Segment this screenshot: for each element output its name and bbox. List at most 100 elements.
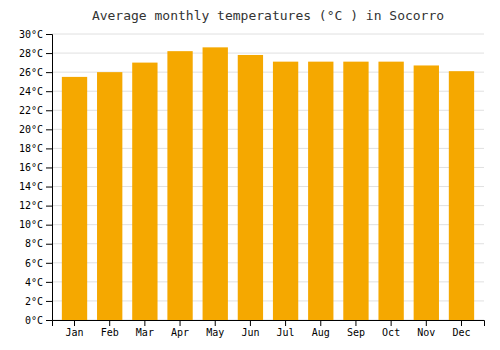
- x-tick: May: [206, 320, 224, 338]
- tick-mark: [461, 320, 462, 326]
- x-axis: JanFebMarAprMayJunJulAugSepOctNovDec: [53, 320, 485, 338]
- tick-label: 2°C: [25, 296, 43, 307]
- tick-label: 24°C: [19, 86, 43, 97]
- y-tick: 24°C: [19, 86, 52, 97]
- bar: [308, 62, 333, 320]
- tick-label: Aug: [312, 327, 330, 338]
- tick-label: Apr: [171, 327, 189, 338]
- tick-label: 18°C: [19, 143, 43, 154]
- tick-mark: [74, 320, 75, 326]
- tick-mark: [46, 91, 52, 92]
- axis-domain: [46, 35, 53, 321]
- tick-mark: [46, 129, 52, 130]
- tick-mark: [355, 320, 356, 326]
- x-tick: Mar: [136, 320, 154, 338]
- bar: [449, 71, 474, 320]
- y-tick: 0°C: [25, 315, 52, 326]
- tick-mark: [250, 320, 251, 326]
- tick-label: Dec: [452, 327, 470, 338]
- bar: [167, 51, 192, 320]
- bar: [414, 65, 439, 320]
- y-tick: 8°C: [25, 238, 52, 249]
- tick-mark: [391, 320, 392, 326]
- x-tick: Jun: [241, 320, 259, 338]
- tick-label: 20°C: [19, 124, 43, 135]
- bar: [62, 77, 87, 320]
- tick-label: 16°C: [19, 162, 43, 173]
- tick-mark: [46, 72, 52, 73]
- y-tick: 30°C: [19, 29, 52, 40]
- tick-label: 12°C: [19, 200, 43, 211]
- tick-label: 4°C: [25, 277, 43, 288]
- x-tick: Aug: [312, 320, 330, 338]
- tick-mark: [144, 320, 145, 326]
- tick-mark: [285, 320, 286, 326]
- bar: [203, 47, 228, 320]
- chart-svg: 0°C 2°C 4°C 6°C 8°C 10°C 12°C 14°C 16°C 18°C 20°C 2…: [0, 0, 500, 350]
- tick-mark: [46, 320, 52, 321]
- grid-line: [52, 53, 484, 54]
- tick-label: 22°C: [19, 105, 43, 116]
- tick-label: Oct: [382, 327, 400, 338]
- bar: [343, 62, 368, 320]
- tick-label: 10°C: [19, 219, 43, 230]
- tick-mark: [46, 110, 52, 111]
- tick-label: 28°C: [19, 48, 43, 59]
- tick-mark: [215, 320, 216, 326]
- x-tick: Feb: [101, 320, 119, 338]
- tick-label: 8°C: [25, 238, 43, 249]
- y-tick: 12°C: [19, 200, 52, 211]
- tick-mark: [46, 244, 52, 245]
- y-tick: 14°C: [19, 181, 52, 192]
- tick-label: Jul: [277, 327, 295, 338]
- tick-mark: [46, 225, 52, 226]
- tick-label: Jun: [241, 327, 259, 338]
- axis-domain: [53, 321, 485, 327]
- y-tick: 6°C: [25, 258, 52, 269]
- tick-label: Sep: [347, 327, 365, 338]
- x-tick: Dec: [452, 320, 470, 338]
- y-tick: 22°C: [19, 105, 52, 116]
- tick-mark: [109, 320, 110, 326]
- bar: [273, 62, 298, 320]
- y-tick: 26°C: [19, 67, 52, 78]
- tick-mark: [320, 320, 321, 326]
- grid: [52, 34, 484, 320]
- tick-mark: [426, 320, 427, 326]
- tick-label: May: [206, 327, 224, 338]
- bar: [132, 63, 157, 320]
- y-tick: 20°C: [19, 124, 52, 135]
- y-tick: 16°C: [19, 162, 52, 173]
- tick-label: 0°C: [25, 315, 43, 326]
- x-tick: Apr: [171, 320, 189, 338]
- tick-label: 26°C: [19, 67, 43, 78]
- y-tick: 10°C: [19, 219, 52, 230]
- x-tick: Jul: [277, 320, 295, 338]
- x-tick: Sep: [347, 320, 365, 338]
- tick-label: Nov: [417, 327, 435, 338]
- plot-area: 0°C 2°C 4°C 6°C 8°C 10°C 12°C 14°C 16°C 18°C 20°C 2…: [19, 29, 485, 338]
- tick-mark: [46, 187, 52, 188]
- bar: [97, 72, 122, 320]
- bar: [238, 55, 263, 320]
- tick-label: 30°C: [19, 29, 43, 40]
- y-tick: 2°C: [25, 296, 52, 307]
- y-tick: 18°C: [19, 143, 52, 154]
- tick-mark: [46, 34, 52, 35]
- tick-mark: [46, 53, 52, 54]
- bars: [62, 47, 474, 320]
- chart-title: Average monthly temperatures (°C ) in So…: [92, 8, 444, 23]
- tick-mark: [46, 282, 52, 283]
- bar: [378, 62, 403, 320]
- tick-mark: [46, 263, 52, 264]
- tick-label: 14°C: [19, 181, 43, 192]
- tick-label: 6°C: [25, 258, 43, 269]
- tick-mark: [46, 148, 52, 149]
- x-tick: Nov: [417, 320, 435, 338]
- tick-mark: [46, 301, 52, 302]
- y-axis: 0°C 2°C 4°C 6°C 8°C 10°C 12°C 14°C 16°C 18°C 20°C 2…: [19, 29, 53, 326]
- y-tick: 28°C: [19, 48, 52, 59]
- x-tick: Oct: [382, 320, 400, 338]
- tick-mark: [180, 320, 181, 326]
- tick-label: Feb: [101, 327, 119, 338]
